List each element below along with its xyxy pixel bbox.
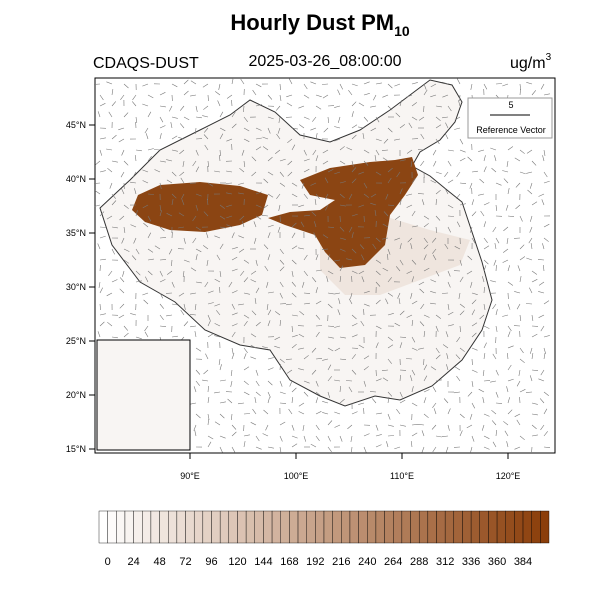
colorbar-box (168, 511, 177, 543)
map: 5 Reference Vector (94, 78, 555, 453)
colorbar-box (411, 511, 420, 543)
colorbar-box (289, 511, 298, 543)
lat-label: 45°N (66, 120, 86, 130)
colorbar-label: 48 (153, 556, 165, 568)
colorbar-box (125, 511, 134, 543)
colorbar-label: 336 (462, 556, 480, 568)
colorbar-box (220, 511, 229, 543)
lon-label: 120°E (496, 471, 521, 481)
colorbar-box (263, 511, 272, 543)
colorbar-box (272, 511, 281, 543)
colorbar-box (324, 511, 333, 543)
colorbar-box (315, 511, 324, 543)
unit-sup: 3 (546, 52, 552, 63)
colorbar-box (437, 511, 446, 543)
colorbar-box (116, 511, 125, 543)
unit-text: ug/m (510, 55, 546, 72)
colorbar-box (177, 511, 186, 543)
colorbar-box (229, 511, 238, 543)
title-text: Hourly Dust PM (230, 10, 394, 35)
colorbar-label: 288 (410, 556, 428, 568)
colorbar-label: 144 (254, 556, 272, 568)
colorbar-box (462, 511, 471, 543)
colorbar-label: 24 (127, 556, 139, 568)
colorbar-box (186, 511, 195, 543)
lat-label: 20°N (66, 390, 86, 400)
lon-label: 90°E (180, 471, 200, 481)
colorbar-box (488, 511, 497, 543)
colorbar-label: 120 (228, 556, 246, 568)
title-sub: 10 (394, 23, 410, 39)
colorbar-box (428, 511, 437, 543)
colorbar-label: 240 (358, 556, 376, 568)
lat-label: 15°N (66, 444, 86, 454)
reference-label: Reference Vector (476, 125, 546, 135)
colorbar-box (99, 511, 108, 543)
colorbar: 0 24 48 72 96 120 144 168 192 216 240 264 288 312 336 3… (99, 511, 549, 568)
colorbar-box (497, 511, 506, 543)
lat-label: 25°N (66, 336, 86, 346)
title: Hourly Dust PM10 (230, 10, 410, 39)
colorbar-box (333, 511, 342, 543)
colorbar-box (514, 511, 523, 543)
colorbar-label: 0 (105, 556, 111, 568)
colorbar-box (255, 511, 264, 543)
colorbar-box (506, 511, 515, 543)
colorbar-box (203, 511, 212, 543)
lon-label: 100°E (284, 471, 309, 481)
colorbar-box (212, 511, 221, 543)
colorbar-box (402, 511, 411, 543)
model-label: CDAQS-DUST (93, 55, 199, 72)
colorbar-box (385, 511, 394, 543)
colorbar-box (445, 511, 454, 543)
colorbar-box (523, 511, 532, 543)
unit-label: ug/m3 (510, 52, 552, 72)
colorbar-label: 72 (179, 556, 191, 568)
inset-map (97, 340, 190, 450)
colorbar-box (480, 511, 489, 543)
colorbar-box (532, 511, 541, 543)
colorbar-box (350, 511, 359, 543)
colorbar-box (194, 511, 203, 543)
colorbar-box (359, 511, 368, 543)
colorbar-box (454, 511, 463, 543)
lat-label: 30°N (66, 282, 86, 292)
colorbar-label: 360 (488, 556, 506, 568)
colorbar-box (160, 511, 169, 543)
colorbar-label: 384 (514, 556, 532, 568)
colorbar-label: 216 (332, 556, 350, 568)
colorbar-label: 312 (436, 556, 454, 568)
colorbar-box (393, 511, 402, 543)
colorbar-label: 168 (280, 556, 298, 568)
lon-label: 110°E (390, 471, 414, 481)
lat-label: 40°N (66, 174, 86, 184)
colorbar-box (246, 511, 255, 543)
lat-label: 35°N (66, 228, 86, 238)
colorbar-box (307, 511, 316, 543)
colorbar-box (134, 511, 143, 543)
colorbar-label: 264 (384, 556, 402, 568)
colorbar-box (298, 511, 307, 543)
time-label: 2025-03-26_08:00:00 (248, 53, 401, 70)
colorbar-box (142, 511, 151, 543)
colorbar-label: 96 (205, 556, 217, 568)
colorbar-box (108, 511, 117, 543)
colorbar-box (237, 511, 246, 543)
colorbar-box (471, 511, 480, 543)
colorbar-label: 192 (306, 556, 324, 568)
reference-magnitude: 5 (508, 100, 513, 110)
colorbar-box (367, 511, 376, 543)
colorbar-box (419, 511, 428, 543)
colorbar-box (341, 511, 350, 543)
colorbar-box (540, 511, 549, 543)
colorbar-box (281, 511, 290, 543)
colorbar-box (376, 511, 385, 543)
colorbar-box (151, 511, 160, 543)
